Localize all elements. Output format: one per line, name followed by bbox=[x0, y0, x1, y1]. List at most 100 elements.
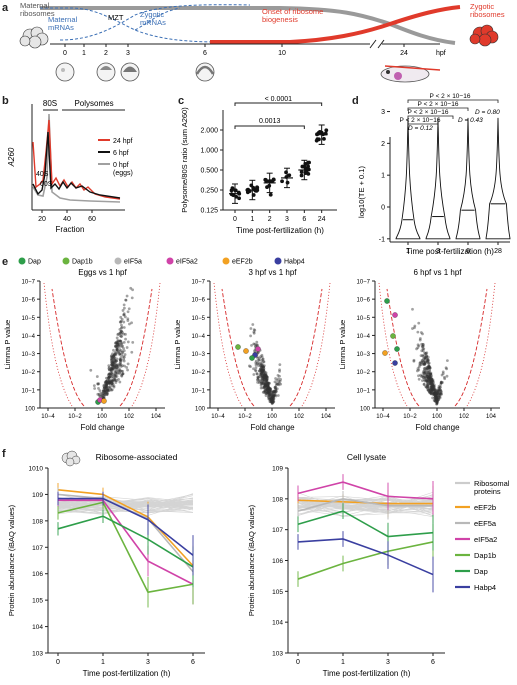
e-protein-point bbox=[259, 361, 263, 365]
e-protein-point bbox=[420, 358, 424, 362]
e-protein-point bbox=[433, 390, 437, 394]
e-protein-point bbox=[268, 394, 272, 397]
e-protein-point bbox=[266, 385, 270, 389]
e-protein-point bbox=[445, 367, 449, 371]
larva-eye bbox=[386, 70, 390, 74]
e-protein-point bbox=[432, 392, 436, 396]
e-protein-point bbox=[256, 376, 260, 379]
e-protein-point bbox=[110, 388, 113, 392]
e-protein-point bbox=[268, 387, 272, 390]
e-protein-point bbox=[126, 310, 130, 314]
e-protein-point bbox=[269, 397, 273, 401]
e-protein-point bbox=[103, 380, 107, 384]
d-stat-d2: D = 0.43 bbox=[458, 117, 483, 124]
maternal-ribosomes-label-line: Maternal bbox=[20, 1, 50, 10]
e-protein-point bbox=[261, 374, 265, 378]
b-xlabel: Fraction bbox=[56, 225, 85, 234]
e-protein-point bbox=[260, 382, 263, 386]
e-protein-point bbox=[434, 397, 437, 401]
e-protein-point bbox=[106, 388, 110, 392]
e-protein-point bbox=[427, 375, 430, 379]
e-protein-point bbox=[113, 362, 116, 366]
e-protein-point bbox=[111, 361, 115, 365]
e-protein-point bbox=[434, 394, 437, 397]
e-protein-point bbox=[254, 363, 258, 367]
e-protein-point bbox=[417, 321, 421, 325]
e-protein-point bbox=[426, 379, 429, 383]
e-legend-dot bbox=[166, 257, 174, 265]
e-protein-point bbox=[258, 367, 262, 371]
f-legend-label: eEF5a bbox=[474, 519, 497, 528]
e-protein-point bbox=[118, 371, 122, 375]
ribosome-blob bbox=[19, 35, 31, 47]
b-legend-label: 0 hpf (eggs) bbox=[113, 162, 133, 177]
e-protein-point bbox=[112, 367, 115, 371]
e-protein-point bbox=[111, 354, 115, 358]
f-ribosome-blob bbox=[65, 457, 75, 467]
e-protein-point bbox=[120, 326, 123, 330]
maternal-mrna-curve bbox=[40, 7, 221, 43]
e-threshold-curve-dotted bbox=[466, 282, 496, 407]
e-protein-point bbox=[266, 381, 270, 385]
c-data-point bbox=[268, 192, 273, 197]
e-protein-point bbox=[435, 401, 439, 405]
e-protein-point bbox=[118, 342, 122, 346]
e-highlight-point bbox=[249, 355, 255, 361]
timeline-tick-label: 6 bbox=[203, 50, 207, 57]
e-protein-point bbox=[272, 389, 276, 393]
e-protein-point bbox=[110, 381, 114, 385]
e-ytick-label: 100 bbox=[360, 407, 371, 413]
e-protein-point bbox=[432, 387, 436, 391]
e-protein-point bbox=[96, 382, 100, 386]
e-protein-point bbox=[273, 391, 277, 395]
f-legend-label-line: Dap bbox=[474, 567, 488, 576]
e-protein-point bbox=[273, 385, 277, 389]
f-legend-label: Ribosomal proteins bbox=[474, 479, 510, 496]
e-protein-point bbox=[272, 391, 275, 394]
e-xtick-label: 100 bbox=[267, 414, 278, 420]
e-protein-point bbox=[425, 375, 429, 379]
e-protein-point bbox=[435, 392, 439, 396]
e-xtick-label: 104 bbox=[321, 414, 332, 420]
e-ytick-label: 10−1 bbox=[191, 388, 205, 394]
e-protein-point bbox=[424, 376, 428, 380]
e-protein-point bbox=[121, 372, 125, 376]
e-protein-point bbox=[428, 366, 432, 370]
c-xtick-label: 6 bbox=[302, 216, 306, 223]
e-protein-point bbox=[262, 378, 266, 382]
e-protein-point bbox=[429, 382, 433, 386]
e-protein-point bbox=[266, 387, 269, 391]
e-protein-point bbox=[260, 374, 264, 378]
e-protein-point bbox=[423, 356, 427, 360]
e-protein-point bbox=[263, 382, 267, 386]
e-protein-point bbox=[113, 377, 117, 381]
ribosome-blob bbox=[469, 33, 481, 45]
e-protein-point bbox=[441, 372, 445, 375]
e-protein-point bbox=[107, 378, 111, 382]
e-protein-point bbox=[110, 367, 114, 371]
e-protein-point bbox=[426, 367, 429, 371]
e-protein-point bbox=[421, 359, 424, 363]
e-protein-point bbox=[262, 368, 266, 372]
e-protein-point bbox=[247, 364, 251, 368]
f-ribosomal-protein-line bbox=[57, 499, 194, 514]
e-protein-point bbox=[437, 388, 441, 392]
e-protein-point bbox=[435, 395, 439, 399]
e-protein-point bbox=[118, 344, 122, 348]
e-protein-point bbox=[107, 389, 111, 393]
e-protein-point bbox=[105, 379, 109, 383]
e-protein-point bbox=[433, 399, 437, 403]
e-protein-point bbox=[108, 381, 112, 385]
e-protein-point bbox=[114, 352, 118, 355]
e-protein-point bbox=[434, 392, 438, 396]
e-protein-point bbox=[437, 389, 440, 393]
b-xtick-label: 20 bbox=[38, 216, 46, 223]
e-protein-point bbox=[112, 378, 116, 382]
d-xtick-label: 28 bbox=[494, 248, 502, 255]
e-xlabel: Fold change bbox=[80, 423, 125, 432]
e-protein-point bbox=[276, 394, 280, 397]
e-protein-point bbox=[119, 369, 122, 373]
e-title: Eggs vs 1 hpf bbox=[78, 268, 127, 277]
e-protein-point bbox=[113, 373, 117, 377]
f-ribosomal-protein-line bbox=[297, 498, 434, 508]
